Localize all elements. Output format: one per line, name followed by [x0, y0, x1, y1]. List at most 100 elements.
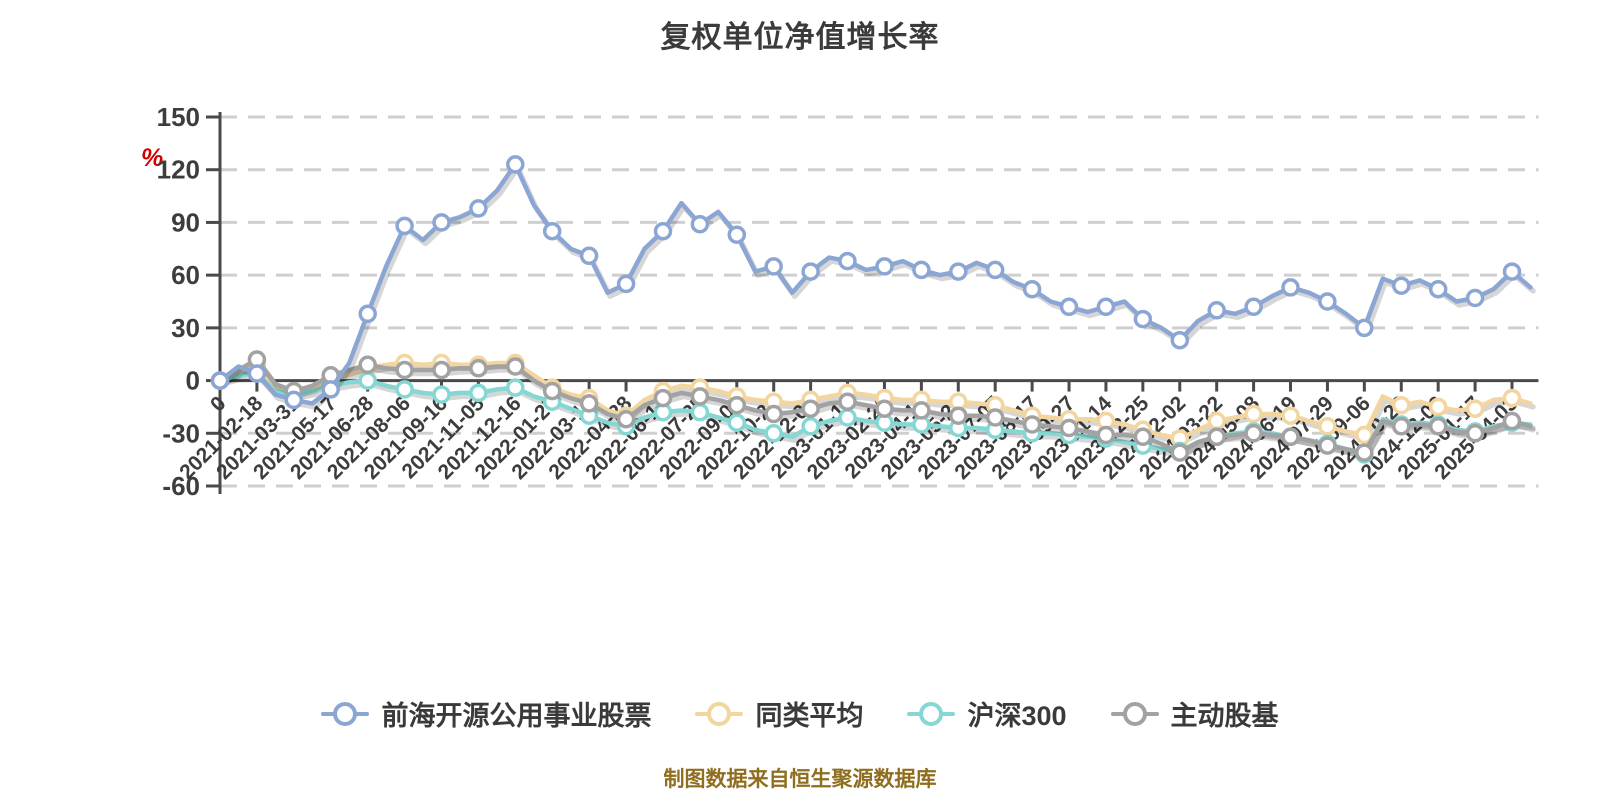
series-marker-主动股基: [727, 395, 747, 415]
legend-label: 前海开源公用事业股票: [381, 701, 652, 731]
series-marker-主动股基: [542, 381, 562, 401]
series-marker-主动股基: [1355, 443, 1374, 462]
series-marker-沪深300: [727, 413, 747, 432]
series-marker-沪深300: [690, 402, 710, 422]
y-tick-label-150: 150: [157, 102, 200, 132]
series-marker-前海开源公用事业股票: [949, 262, 968, 281]
legend-marker-icon: [907, 701, 956, 727]
legend-item-同类平均[interactable]: 同类平均: [695, 694, 863, 733]
series-marker-前海开源公用事业股票: [321, 380, 340, 399]
legend-marker-icon: [321, 701, 370, 727]
y-tick-label--60: -60: [162, 471, 200, 501]
series-marker-前海开源公用事业股票: [838, 251, 857, 271]
legend-dot: [919, 701, 944, 726]
series-marker-同类平均: [1502, 388, 1522, 408]
chart-title: 复权单位净值增长率: [660, 21, 940, 54]
series-marker-主动股基: [432, 360, 451, 380]
series-marker-主动股基: [1133, 427, 1153, 447]
series-marker-主动股基: [801, 399, 820, 418]
series-marker-前海开源公用事业股票: [653, 221, 673, 241]
series-marker-沪深300: [358, 371, 377, 390]
series-marker-主动股基: [579, 394, 599, 413]
series-marker-沪深300: [506, 378, 525, 397]
series-marker-前海开源公用事业股票: [1022, 279, 1042, 299]
legend-label: 沪深300: [967, 701, 1067, 731]
series-marker-前海开源公用事业股票: [284, 390, 304, 410]
series-marker-主动股基: [1465, 424, 1485, 443]
series-marker-主动股基: [653, 388, 673, 408]
series-marker-同类平均: [1355, 425, 1374, 445]
series-marker-主动股基: [838, 392, 857, 411]
series-marker-沪深300: [764, 424, 783, 443]
series-marker-前海开源公用事业股票: [985, 260, 1005, 280]
series-marker-前海开源公用事业股票: [1465, 288, 1485, 308]
series-marker-沪深300: [838, 408, 857, 427]
series-marker-主动股基: [506, 357, 525, 376]
series-marker-同类平均: [1428, 397, 1448, 417]
series-marker-前海开源公用事业股票: [1133, 309, 1153, 329]
series-marker-前海开源公用事业股票: [1428, 279, 1448, 299]
series-marker-沪深300: [469, 383, 488, 403]
series-marker-主动股基: [1022, 415, 1042, 434]
series-marker-前海开源公用事业股票: [1392, 276, 1411, 295]
series-marker-沪深300: [801, 417, 820, 436]
series-marker-同类平均: [1392, 395, 1411, 415]
series-marker-主动股基: [1428, 417, 1448, 436]
legend-marker-icon: [695, 701, 744, 727]
series-marker-主动股基: [1318, 436, 1337, 455]
series-marker-前海开源公用事业股票: [690, 214, 710, 234]
series-marker-主动股基: [764, 404, 783, 424]
series-marker-主动股基: [1392, 417, 1411, 436]
y-tick-label-90: 90: [171, 207, 200, 237]
series-marker-前海开源公用事业股票: [1059, 297, 1079, 317]
series-marker-前海开源公用事业股票: [1207, 301, 1226, 320]
series-marker-前海开源公用事业股票: [469, 199, 488, 218]
series-marker-前海开源公用事业股票: [875, 257, 894, 276]
y-tick-label-120: 120: [157, 155, 200, 185]
series-marker-前海开源公用事业股票: [1244, 297, 1263, 317]
series-marker-前海开源公用事业股票: [1170, 330, 1190, 350]
series-marker-前海开源公用事业股票: [1355, 318, 1374, 338]
series-marker-同类平均: [1281, 406, 1300, 425]
series-marker-前海开源公用事业股票: [1502, 262, 1522, 281]
series-marker-同类平均: [1318, 417, 1337, 436]
series-marker-主动股基: [690, 387, 710, 406]
legend-item-主动股基[interactable]: 主动股基: [1110, 694, 1279, 733]
series-marker-主动股基: [1059, 418, 1079, 438]
series-marker-主动股基: [875, 399, 894, 418]
series-marker-前海开源公用事业股票: [727, 225, 747, 244]
series-marker-主动股基: [1502, 411, 1522, 431]
legend-dot: [1122, 701, 1147, 726]
series-marker-主动股基: [912, 401, 931, 420]
legend-marker-icon: [1110, 701, 1159, 727]
y-axis-unit-percent-label: %: [141, 144, 164, 172]
series-marker-主动股基: [1170, 443, 1190, 462]
series-marker-前海开源公用事业股票: [506, 155, 525, 174]
series-marker-主动股基: [1244, 424, 1263, 443]
chart-legend: 前海开源公用事业股票 同类平均 沪深300 主动股基: [0, 694, 1600, 733]
legend-dot: [707, 701, 732, 726]
series-marker-前海开源公用事业股票: [358, 304, 377, 324]
data-source-note: 制图数据来自恒生聚源数据库: [663, 768, 937, 791]
series-marker-主动股基: [1207, 427, 1226, 447]
legend-item-沪深300[interactable]: 沪深300: [907, 694, 1067, 733]
y-tick-label-0: 0: [186, 366, 200, 396]
series-marker-主动股基: [395, 360, 414, 380]
series-marker-主动股基: [949, 406, 968, 425]
series-marker-前海开源公用事业股票: [912, 260, 931, 280]
series-marker-前海开源公用事业股票: [579, 246, 599, 266]
series-marker-主动股基: [469, 359, 488, 378]
net-value-growth-chart: 1501209060300-30-6002021-02-182021-03-31…: [157, 102, 1539, 501]
series-marker-前海开源公用事业股票: [542, 221, 562, 241]
series-marker-沪深300: [395, 380, 414, 399]
legend-item-前海开源公用事业股票[interactable]: 前海开源公用事业股票: [321, 694, 651, 733]
series-marker-前海开源公用事业股票: [247, 364, 267, 383]
y-tick-label-30: 30: [171, 313, 200, 343]
series-marker-前海开源公用事业股票: [616, 274, 636, 294]
y-tick-label--30: -30: [162, 418, 200, 448]
legend-dot: [333, 701, 358, 726]
series-marker-前海开源公用事业股票: [1318, 292, 1337, 311]
series-marker-同类平均: [1207, 411, 1226, 431]
y-tick-label-60: 60: [171, 260, 200, 290]
series-marker-前海开源公用事业股票: [1096, 297, 1116, 317]
